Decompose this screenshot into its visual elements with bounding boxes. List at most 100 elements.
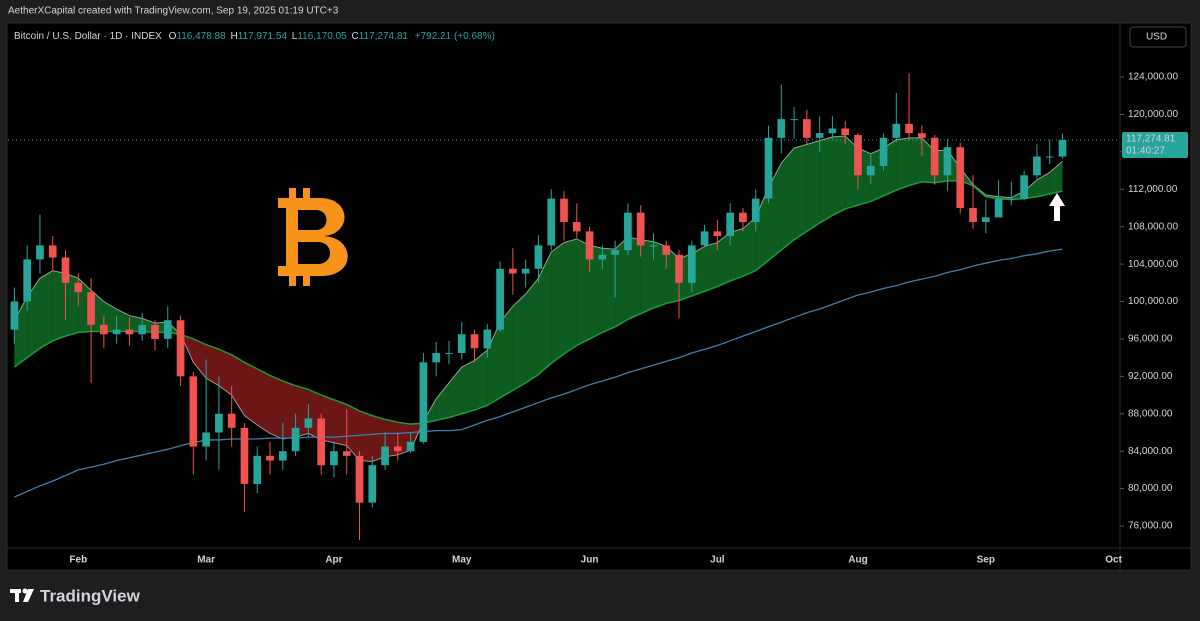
y-tick-label: 80,000.00 [1128,483,1173,494]
ribbon-segment [487,322,501,406]
ribbon-segment [103,301,117,332]
ribbon-segment [627,236,641,320]
bitcoin-logo [278,188,348,286]
candle-body [981,217,990,223]
x-tick-label: Mar [197,555,215,566]
x-tick-label: Oct [1105,555,1122,566]
ribbon-segment [576,238,590,346]
ribbon-segment [832,135,846,216]
currency-box[interactable] [1129,26,1187,48]
y-tick-label: 100,000.00 [1128,296,1178,307]
o-value: 116,478.88 [176,31,226,42]
y-tick-label: 104,000.00 [1128,259,1178,270]
ribbon-segment [270,375,283,440]
currency[interactable]: USD [1146,32,1167,43]
candle-body [687,245,696,283]
x-tick-label: Aug [848,555,867,566]
candle-body [1058,139,1067,157]
candle-body [918,133,926,138]
ribbon-segment [257,368,271,434]
candle-body [112,329,121,335]
y-tick-label: 96,000.00 [1128,334,1173,345]
candle-body [381,446,389,466]
candle-body [266,455,274,461]
candle-body [330,451,338,466]
ribbon-slow-line [13,180,1063,425]
ribbon-segment [896,137,910,191]
candle-body [138,324,147,335]
y-tick-label: 92,000.00 [1128,371,1173,382]
x-tick-label: Sep [977,555,995,566]
candle-body [61,257,70,283]
h-label: H [230,31,237,42]
x-tick-label: Feb [69,555,87,566]
ribbon-segment [589,245,603,339]
candle-body [598,254,607,260]
candle-body [521,268,530,274]
y-tick-label: 84,000.00 [1128,446,1173,457]
ribbon-segment [461,360,475,414]
candle-body [509,268,517,274]
candle-body [560,198,568,223]
candle-body [342,451,351,456]
ribbon-segment [525,278,539,383]
l-label: L [292,31,298,42]
candle-body [969,207,977,223]
candle-body [100,324,108,335]
candle-body [815,133,824,138]
candle-body [419,362,428,442]
symbol: Bitcoin / U.S. Dollar · 1D · INDEX [14,31,162,42]
candle-body [547,198,556,246]
o-label: O [169,31,177,42]
c-value: 117,274.81 [359,31,409,42]
ribbon-segment [538,251,552,375]
ribbon-segment [819,136,833,223]
candle-body [125,329,134,335]
ribbon-segment [359,410,373,462]
candle-body [1045,156,1054,158]
candle-body [10,301,19,330]
ribbon-segment [436,382,449,421]
ribbon-segment [1049,161,1063,194]
candle-body [611,250,619,255]
y-tick-label: 88,000.00 [1128,408,1173,419]
last-price-tag [1122,131,1188,158]
ribbon-segment [564,238,577,354]
candle-body [496,268,504,330]
ribbon-segment [218,349,232,396]
l-value: 116,170.05 [297,31,347,42]
candle-body [956,147,965,208]
candle-body [1033,156,1041,176]
y-tick-label: 124,000.00 [1128,72,1178,83]
candle-body [291,427,300,452]
ribbon-segment [640,239,654,314]
y-tick-label: 120,000.00 [1128,109,1178,120]
ribbon-segment [704,242,718,292]
countdown: 01:40:27 [1126,146,1165,157]
ribbon-segment [206,344,219,386]
ribbon-segment [39,270,53,349]
ribbon-segment [333,399,347,446]
ribbon-segment [615,236,628,327]
h-value: 117,971.54 [238,31,288,42]
candle-body [751,198,760,223]
credit: AetherXCapital created with TradingView.… [8,6,339,17]
candle-body [432,352,441,363]
candle-body [445,352,453,354]
candle-body [662,245,671,255]
last-price-label: 117,274.81 [1126,134,1176,145]
ribbon-segment [781,148,795,251]
candle-body [726,212,734,237]
x-tick-label: Jun [581,555,599,566]
candle-body [1007,198,1016,200]
candle-body [572,222,581,232]
plot-area: 76,000.00 80,000.00 84,000.00 88,000.00 92,0… [8,72,1178,566]
candle-body [879,137,888,166]
candle-body [176,320,185,377]
candle-body [930,137,939,176]
candle-body [240,427,249,484]
legend: Bitcoin / U.S. Dollar · 1D · INDEX O116,… [14,31,495,42]
candle-body [470,334,479,349]
candle-body [892,123,901,138]
candle-body [585,231,594,260]
